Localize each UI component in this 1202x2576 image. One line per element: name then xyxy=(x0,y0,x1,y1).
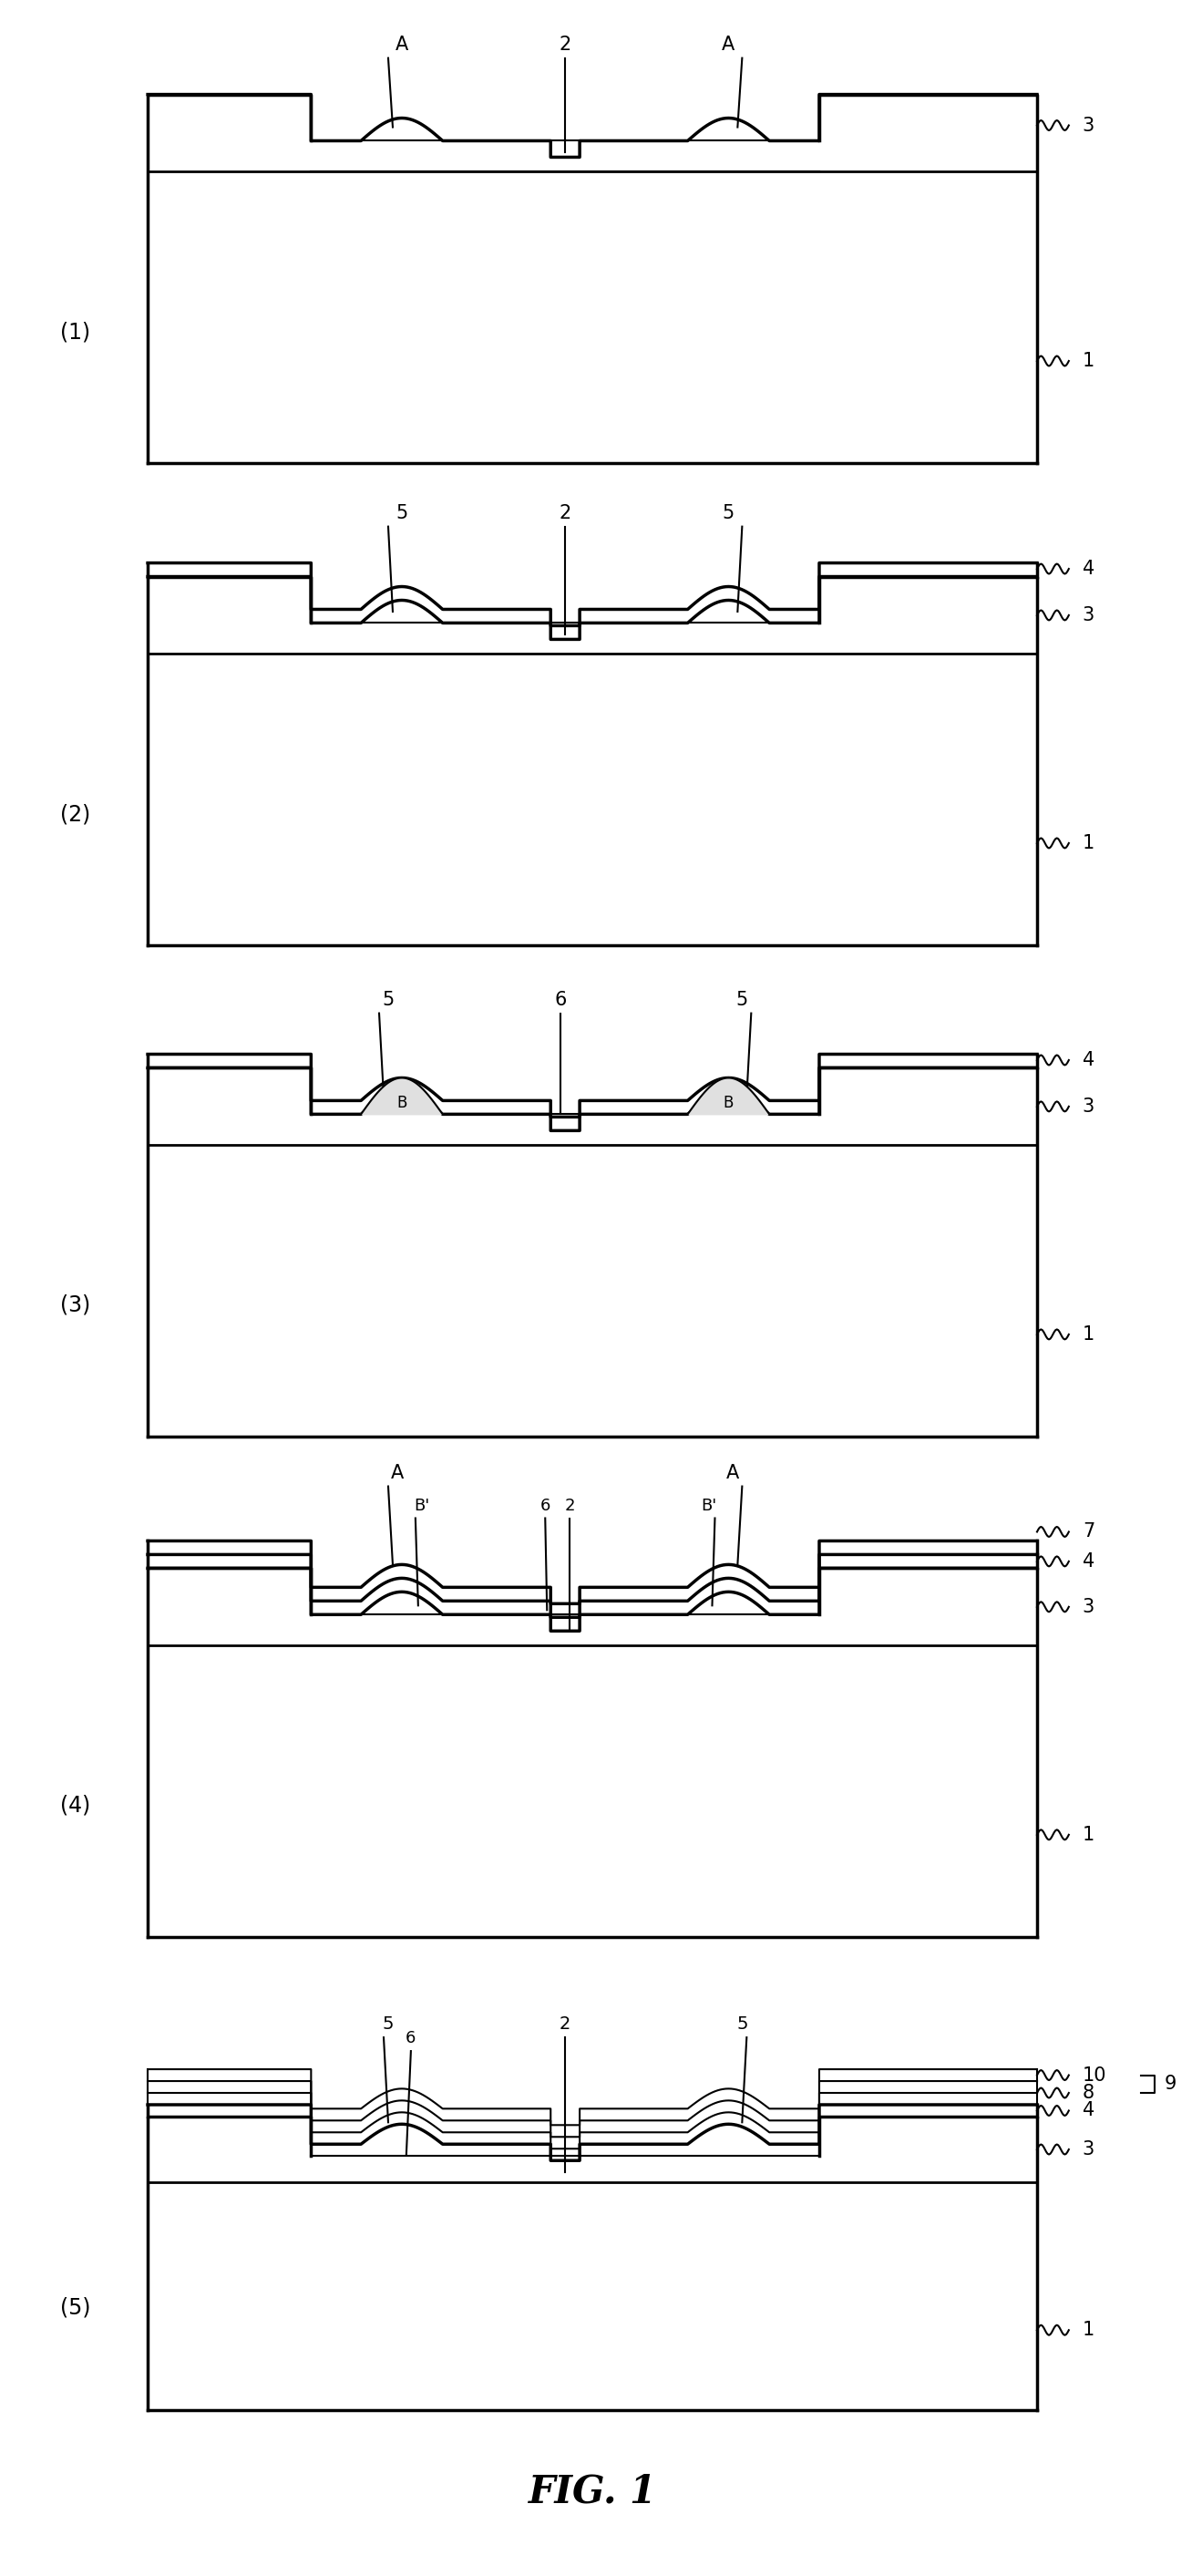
Text: 3: 3 xyxy=(1083,1097,1095,1115)
Text: 3: 3 xyxy=(1083,1597,1095,1615)
Text: A: A xyxy=(722,36,734,54)
Text: A: A xyxy=(395,36,409,54)
Text: (3): (3) xyxy=(60,1293,90,1316)
Text: 5: 5 xyxy=(736,992,748,1010)
Text: 4: 4 xyxy=(1083,559,1095,577)
Text: 6: 6 xyxy=(540,1497,551,1515)
Text: A: A xyxy=(391,1463,404,1481)
Text: 4: 4 xyxy=(1083,2102,1095,2120)
Bar xyxy=(148,1646,1037,1937)
Bar xyxy=(148,1146,1037,1437)
Text: 5: 5 xyxy=(382,2014,394,2032)
Text: 2: 2 xyxy=(559,2014,571,2032)
Text: 5: 5 xyxy=(737,2014,748,2032)
Text: FIG. 1: FIG. 1 xyxy=(528,2473,656,2512)
Text: 5: 5 xyxy=(722,505,734,523)
Text: B': B' xyxy=(413,1497,429,1515)
Text: 3: 3 xyxy=(1083,605,1095,623)
Text: 4: 4 xyxy=(1083,1553,1095,1571)
Text: A: A xyxy=(726,1463,739,1481)
Text: 3: 3 xyxy=(1083,116,1095,134)
Text: 1: 1 xyxy=(1083,2321,1095,2339)
Text: B': B' xyxy=(701,1497,716,1515)
Text: 1: 1 xyxy=(1083,1826,1095,1844)
Text: 7: 7 xyxy=(1083,1522,1095,1540)
Text: 5: 5 xyxy=(382,992,394,1010)
Text: 6: 6 xyxy=(554,992,566,1010)
Text: (5): (5) xyxy=(60,2295,90,2318)
Text: 1: 1 xyxy=(1083,835,1095,853)
Text: 5: 5 xyxy=(395,505,407,523)
Text: 8: 8 xyxy=(1083,2084,1094,2102)
Polygon shape xyxy=(361,1077,442,1115)
Text: (4): (4) xyxy=(60,1795,90,1816)
Text: (2): (2) xyxy=(60,804,90,824)
Text: 4: 4 xyxy=(1083,1051,1095,1069)
Text: 1: 1 xyxy=(1083,353,1095,371)
Text: B: B xyxy=(724,1095,733,1110)
Text: 9: 9 xyxy=(1164,2074,1177,2094)
Bar xyxy=(148,2182,1037,2409)
Text: B: B xyxy=(397,1095,407,1110)
Bar xyxy=(148,173,1037,464)
Bar xyxy=(148,654,1037,945)
Text: 2: 2 xyxy=(565,1497,575,1515)
Text: (1): (1) xyxy=(60,322,90,343)
Text: 2: 2 xyxy=(559,36,571,54)
Text: 1: 1 xyxy=(1083,1324,1095,1345)
Text: 10: 10 xyxy=(1083,2066,1107,2084)
Polygon shape xyxy=(688,1077,769,1115)
Text: 3: 3 xyxy=(1083,2141,1095,2159)
Text: 6: 6 xyxy=(406,2030,416,2045)
Text: 2: 2 xyxy=(559,505,571,523)
